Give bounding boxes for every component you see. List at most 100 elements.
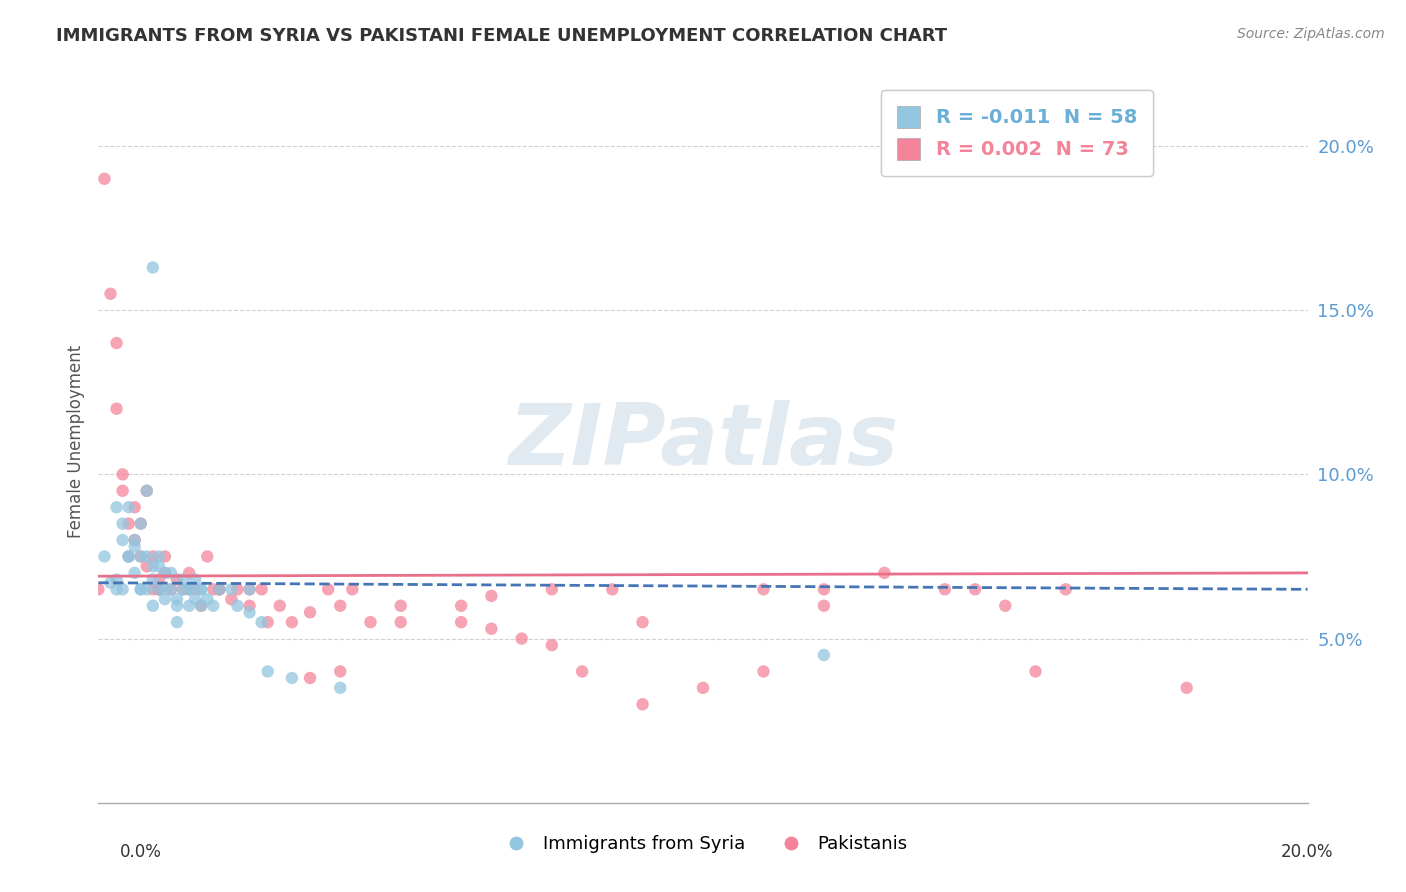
Point (752, 665, 775, 679)
Point (342, 582, 364, 597)
Point (195, 592, 218, 607)
Point (105, 336, 128, 351)
Point (190, 582, 212, 597)
Point (118, 516, 141, 531)
Point (142, 582, 165, 597)
Point (142, 549, 165, 564)
Point (129, 582, 152, 597)
Point (389, 615, 412, 630)
Point (571, 665, 593, 679)
Point (166, 615, 188, 630)
Text: 20.0%: 20.0% (1281, 843, 1333, 861)
Point (111, 483, 134, 498)
Point (1175, 681, 1198, 695)
Point (299, 671, 322, 685)
Point (135, 483, 157, 498)
Point (202, 599, 225, 613)
Point (239, 605, 262, 619)
Point (124, 566, 146, 580)
Point (153, 566, 176, 580)
Point (148, 582, 170, 597)
Point (142, 260, 165, 275)
Point (124, 500, 146, 515)
Point (118, 500, 141, 515)
Text: IMMIGRANTS FROM SYRIA VS PAKISTANI FEMALE UNEMPLOYMENT CORRELATION CHART: IMMIGRANTS FROM SYRIA VS PAKISTANI FEMAL… (56, 27, 948, 45)
Point (329, 599, 352, 613)
Point (692, 681, 714, 695)
Point (172, 582, 194, 597)
Point (631, 698, 654, 712)
Point (105, 582, 128, 597)
Point (153, 592, 176, 607)
Point (179, 582, 201, 597)
Point (179, 599, 201, 613)
Text: ZIPatlas: ZIPatlas (508, 400, 898, 483)
Point (873, 566, 896, 580)
Point (250, 615, 273, 630)
Point (239, 582, 262, 597)
Point (202, 582, 225, 597)
Point (111, 533, 134, 547)
Point (118, 549, 141, 564)
Point (208, 582, 231, 597)
Point (148, 549, 170, 564)
Point (481, 622, 503, 636)
Text: 0.0%: 0.0% (120, 843, 162, 861)
Point (510, 632, 533, 646)
Point (450, 615, 472, 630)
Point (142, 573, 165, 587)
Point (135, 559, 157, 574)
Point (965, 582, 987, 597)
Point (481, 589, 503, 603)
Point (172, 582, 194, 597)
Point (813, 599, 835, 613)
Point (540, 638, 562, 652)
Point (129, 516, 152, 531)
Point (148, 559, 170, 574)
Point (195, 549, 218, 564)
Point (360, 615, 382, 630)
Point (752, 582, 775, 597)
Point (153, 566, 176, 580)
Point (153, 549, 176, 564)
Point (100, 575, 122, 590)
Point (129, 549, 152, 564)
Point (135, 483, 157, 498)
Point (239, 582, 262, 597)
Point (105, 500, 128, 515)
Point (111, 582, 134, 597)
Point (118, 549, 141, 564)
Point (153, 582, 176, 597)
Point (172, 573, 194, 587)
Legend: Immigrants from Syria, Pakistanis: Immigrants from Syria, Pakistanis (491, 829, 915, 861)
Point (93, 171, 115, 186)
Point (148, 573, 170, 587)
Point (221, 592, 243, 607)
Point (129, 516, 152, 531)
Point (450, 599, 472, 613)
Point (208, 582, 231, 597)
Point (111, 516, 134, 531)
Point (631, 615, 654, 630)
Point (100, 286, 122, 301)
Point (299, 605, 322, 619)
Point (148, 582, 170, 597)
Point (93, 549, 115, 564)
Point (389, 599, 412, 613)
Point (105, 573, 128, 587)
Point (135, 549, 157, 564)
Point (105, 401, 128, 416)
Point (190, 582, 212, 597)
Point (329, 681, 352, 695)
Point (160, 566, 183, 580)
Point (239, 599, 262, 613)
Point (87, 582, 110, 597)
Point (179, 582, 201, 597)
Point (226, 582, 249, 597)
Point (190, 599, 212, 613)
Point (166, 592, 188, 607)
Point (184, 592, 207, 607)
Point (184, 582, 207, 597)
Point (813, 582, 835, 597)
Point (1024, 665, 1046, 679)
